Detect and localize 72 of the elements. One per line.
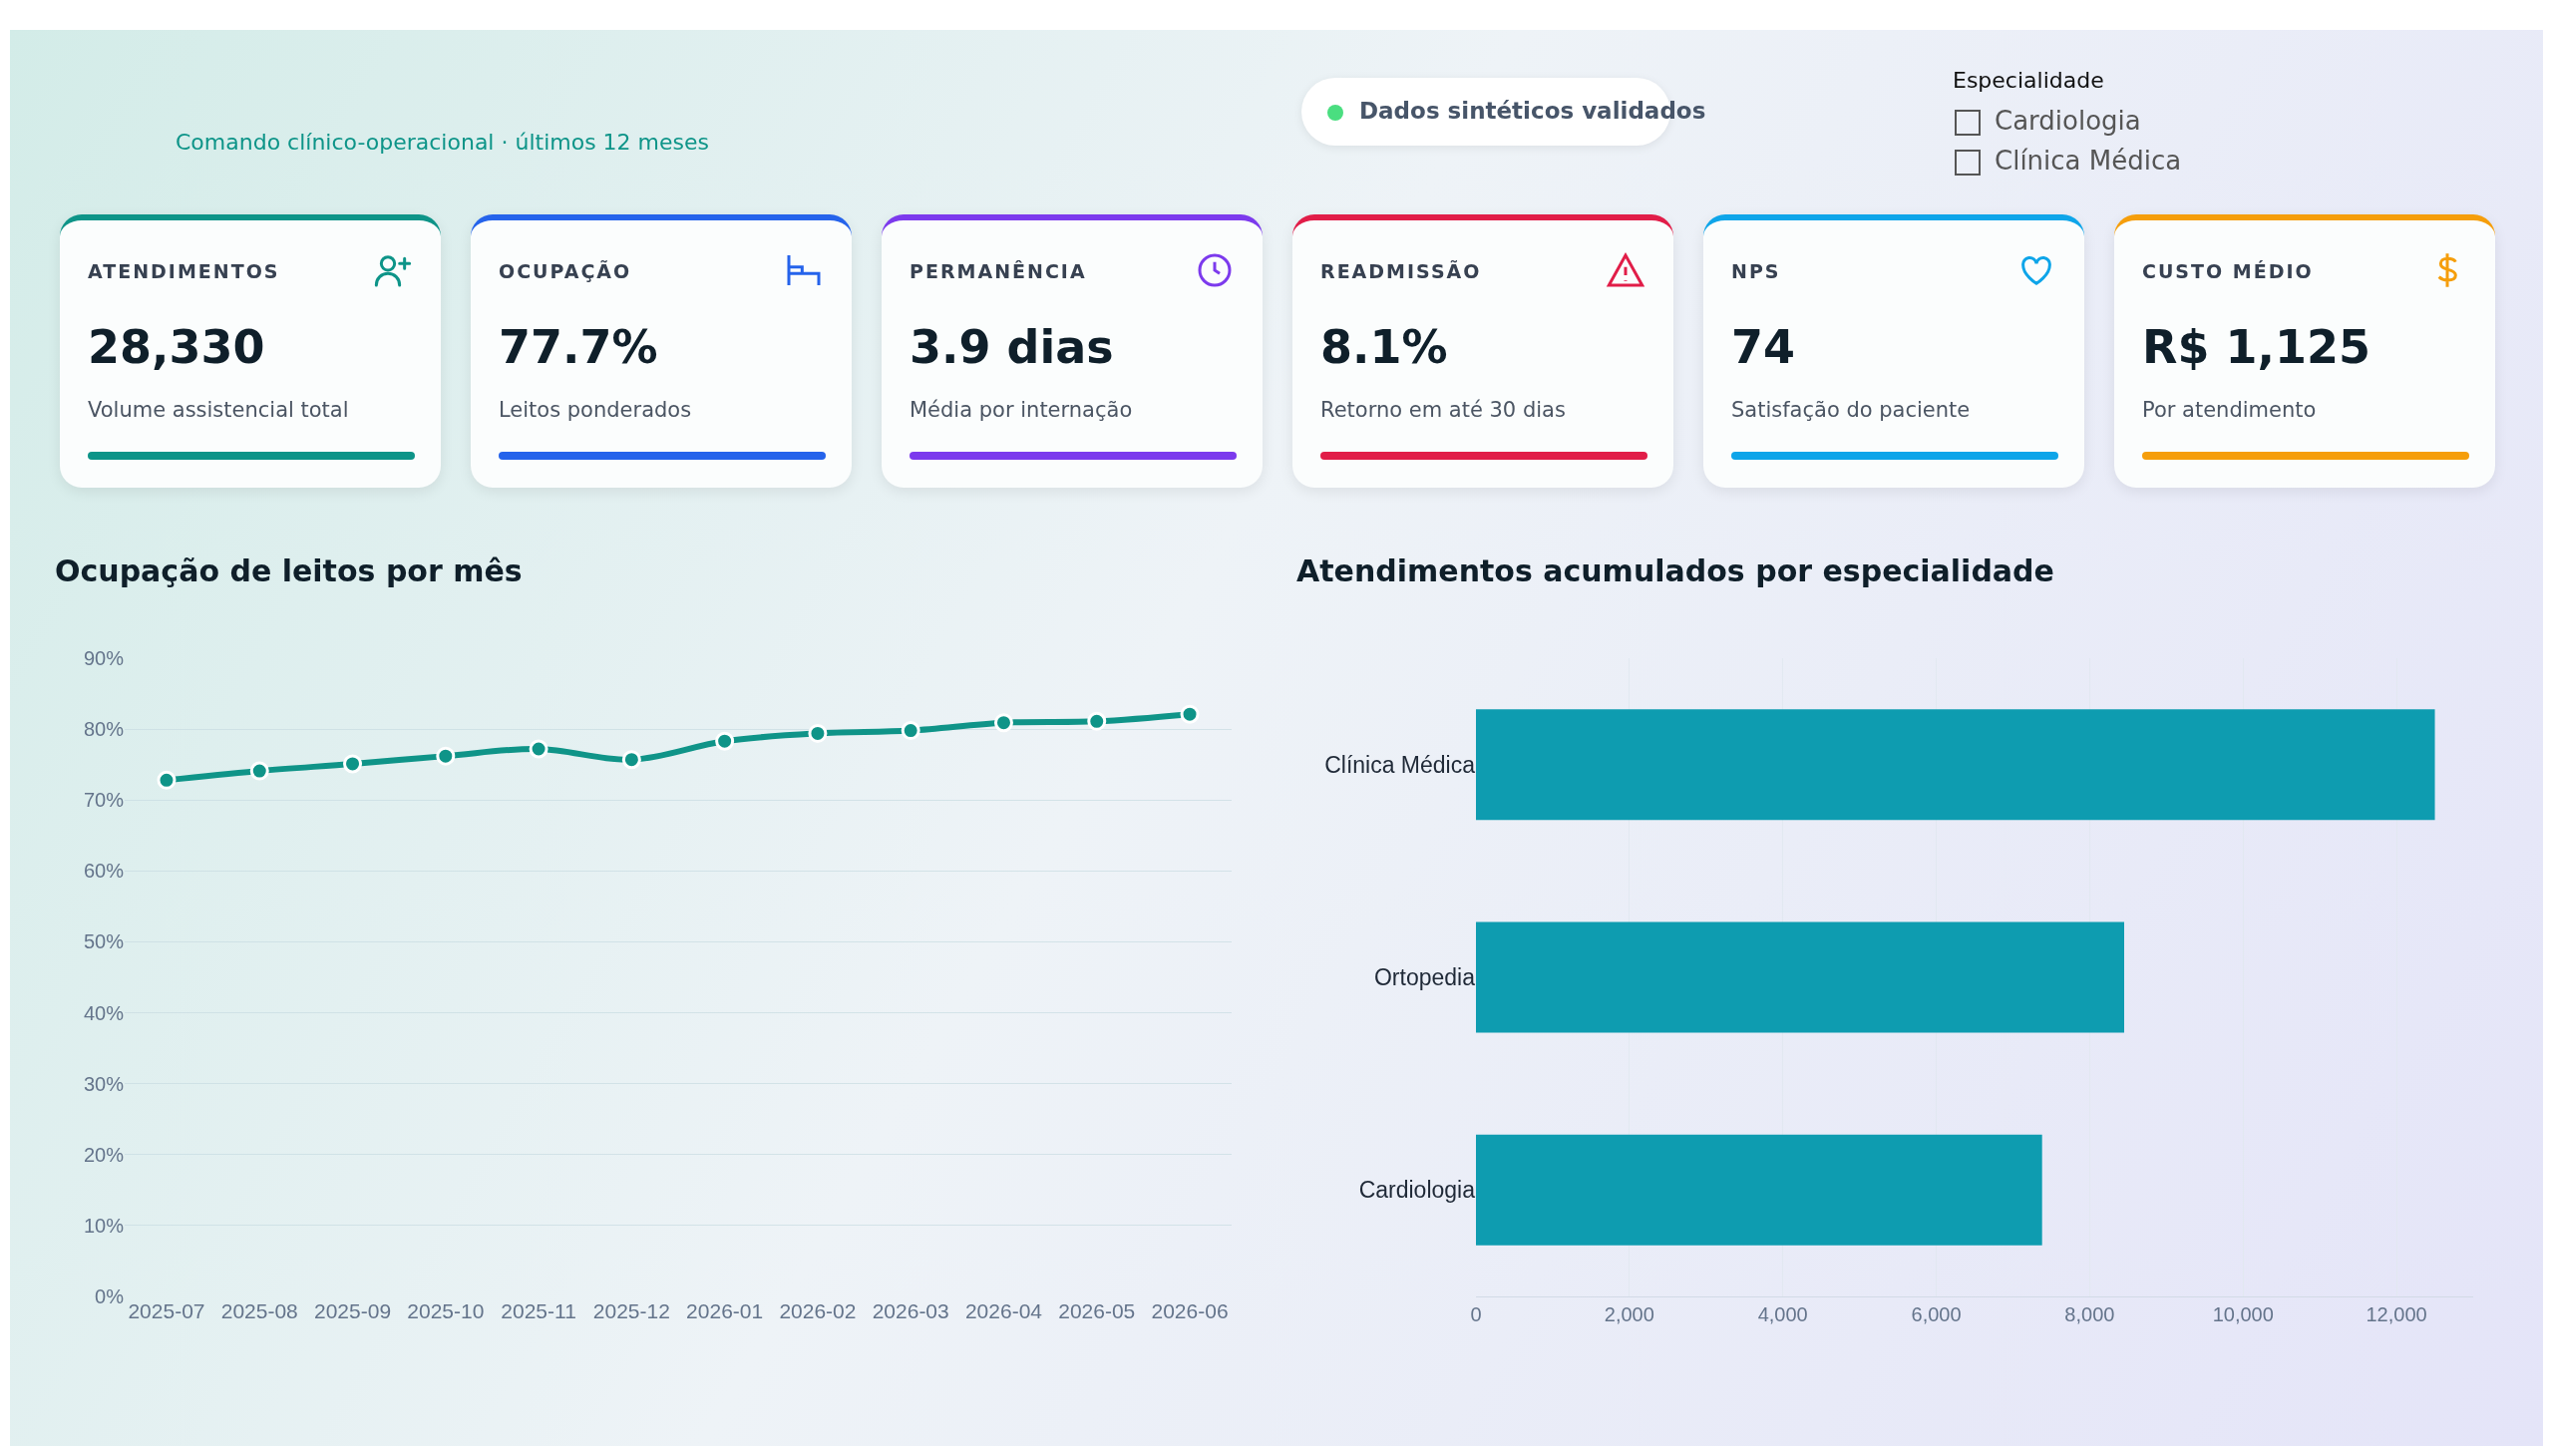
text: R$ 1,125	[2142, 320, 2371, 374]
x-tick-label: 2,000	[1604, 1303, 1654, 1325]
point	[993, 713, 1013, 733]
y-tick-label: 70%	[83, 789, 125, 812]
y-tick-label: 90%	[83, 647, 125, 669]
bar	[1476, 1134, 2042, 1246]
point	[1087, 711, 1107, 731]
text: Leitos ponderados	[499, 398, 692, 422]
x-tick-label: 4,000	[1757, 1303, 1808, 1325]
point	[901, 721, 920, 741]
point	[157, 770, 177, 790]
y-tick-label: 20%	[83, 1143, 125, 1166]
point	[808, 723, 828, 743]
point	[621, 750, 641, 770]
x-tick-label: 2026-04	[964, 1299, 1043, 1322]
y-tick-label: Cardiologia	[1358, 1177, 1476, 1204]
bar	[1476, 921, 2124, 1033]
text: 28,330	[88, 320, 265, 374]
y-tick-label: 50%	[83, 930, 125, 953]
chart-title: Atendimentos acumulados por especialidade	[1296, 553, 2054, 589]
x-tick-label: 2025-10	[407, 1299, 485, 1322]
x-tick-label: 10,000	[2212, 1303, 2274, 1325]
x-tick-label: 2026-01	[686, 1299, 764, 1322]
point	[343, 754, 363, 774]
text: 74	[1731, 320, 1796, 374]
x-tick-label: 2025-11	[501, 1299, 576, 1322]
x-tick-label: 2026-02	[779, 1299, 857, 1322]
y-tick-label: Ortopedia	[1373, 964, 1476, 991]
x-tick-label: 12,000	[2366, 1303, 2427, 1325]
x-tick-label: 2026-06	[1151, 1299, 1229, 1322]
bar	[1476, 709, 2435, 821]
y-tick-label: 80%	[83, 718, 125, 741]
y-tick-label: 30%	[83, 1072, 125, 1095]
text: Média por internação	[910, 398, 1133, 422]
x-tick-label: 2025-09	[313, 1299, 392, 1322]
point	[529, 739, 548, 759]
text: CUSTO MÉDIO	[2142, 260, 2314, 282]
text: Especialidade	[1953, 68, 2104, 93]
text: Volume assistencial total	[88, 398, 349, 422]
text: Comando clínico-operacional · últimos 12 meses	[176, 130, 710, 155]
x-tick-label: 2025-12	[592, 1299, 670, 1322]
text: Dados sintéticos validados	[1359, 98, 1706, 124]
chart-title: Ocupação de leitos por mês	[55, 553, 523, 589]
text: Satisfação do paciente	[1731, 398, 1971, 422]
x-tick-label: 2025-07	[128, 1299, 205, 1322]
x-tick-label: 8,000	[2064, 1303, 2115, 1325]
text: OCUPAÇÃO	[499, 260, 632, 282]
point	[1180, 704, 1200, 724]
x-tick-label: 2026-03	[872, 1299, 949, 1322]
text: Clínica Médica	[1995, 146, 2182, 176]
text: ATENDIMENTOS	[88, 260, 280, 282]
text: 3.9 dias	[910, 320, 1114, 374]
x-tick-label: 6,000	[1911, 1303, 1962, 1325]
text: 8.1%	[1320, 320, 1448, 374]
text: Por atendimento	[2142, 398, 2317, 422]
point	[715, 731, 735, 751]
text: 77.7%	[499, 320, 658, 374]
y-tick-label: 60%	[83, 860, 125, 883]
x-tick-label: 0	[1470, 1303, 1482, 1325]
y-tick-label: 0%	[95, 1285, 125, 1307]
x-tick-label: 2026-05	[1058, 1299, 1136, 1322]
text: NPS	[1731, 260, 1781, 282]
y-tick-label: Clínica Médica	[1324, 751, 1476, 778]
text: Retorno em até 30 dias	[1320, 398, 1566, 422]
text: PERMANÊNCIA	[910, 260, 1087, 282]
text: READMISSÃO	[1320, 260, 1482, 282]
text: Cardiologia	[1995, 106, 2141, 136]
y-tick-label: 40%	[83, 1001, 125, 1024]
x-tick-label: 2025-08	[220, 1299, 298, 1322]
point	[436, 746, 456, 766]
y-tick-label: 10%	[83, 1214, 125, 1237]
point	[249, 761, 269, 781]
